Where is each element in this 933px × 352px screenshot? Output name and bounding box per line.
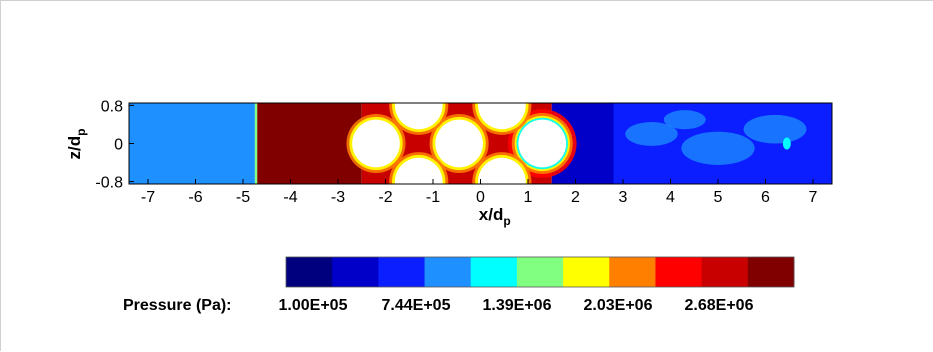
particle-1 [435, 119, 483, 168]
wake-patch-1 [681, 131, 755, 165]
x-tick-label: 5 [714, 189, 723, 206]
colorbar-swatch-3 [424, 257, 472, 287]
colorbar-tick-label: 7.44E+05 [382, 297, 451, 314]
x-tick-label: 3 [619, 189, 628, 206]
particle-0 [352, 119, 400, 168]
colorbar-tick-label: 1.00E+05 [279, 297, 348, 314]
particle-6 [478, 157, 526, 184]
particle-5 [394, 157, 443, 184]
colorbar-label: Pressure (Pa): [123, 297, 232, 314]
particle-3 [394, 103, 443, 130]
x-axis-label-subscript: p [503, 214, 510, 228]
colorbar-swatch-9 [701, 257, 749, 287]
y-tick-label: 0 [114, 137, 123, 154]
x-tick-label: -3 [331, 189, 345, 206]
pressure-region-1 [254, 103, 258, 184]
colorbar-swatch-4 [470, 257, 518, 287]
colorbar-swatch-1 [332, 257, 379, 287]
x-tick-label: 0 [476, 189, 485, 206]
y-axis-label-subscript: p [74, 129, 88, 136]
pressure-region-2 [257, 103, 362, 184]
particle-4 [478, 103, 526, 130]
wake-patch-2 [743, 114, 807, 144]
colorbar-tick-label: 2.03E+06 [584, 297, 653, 314]
y-tick-label: -0.8 [95, 175, 123, 192]
x-tick-label: -1 [426, 189, 440, 206]
y-axis-label: z/dp [65, 129, 88, 160]
colorbar-swatch-8 [655, 257, 703, 287]
colorbar-border [285, 256, 795, 288]
x-tick-label: 7 [809, 189, 818, 206]
x-tick-label: 6 [761, 189, 770, 206]
colorbar-swatch-2 [378, 257, 426, 287]
x-tick-label: -2 [378, 189, 392, 206]
colorbar-swatch-10 [747, 257, 795, 287]
pressure-region-0 [129, 103, 255, 184]
colorbar-tick-label: 1.39E+06 [483, 297, 552, 314]
wake-patch-3 [663, 110, 706, 130]
colorbar-swatch-0 [286, 257, 333, 287]
colorbar-tick-label: 2.68E+06 [685, 297, 754, 314]
y-tick-label: 0.8 [101, 98, 123, 115]
particle-2 [518, 119, 567, 168]
x-tick-label: -7 [141, 189, 155, 206]
x-axis-label: x/dp [479, 205, 511, 228]
x-tick-label: -6 [188, 189, 202, 206]
colorbar-swatch-6 [563, 257, 610, 287]
colorbar-swatch-5 [516, 257, 564, 287]
x-tick-label: 2 [571, 189, 580, 206]
x-tick-label: 1 [524, 189, 533, 206]
colorbar-swatch-7 [609, 257, 656, 287]
wake-hotspot [782, 137, 791, 150]
x-tick-label: -4 [283, 189, 297, 206]
x-tick-label: -5 [236, 189, 250, 206]
wake-patch-0 [625, 122, 678, 146]
x-tick-label: 4 [666, 189, 675, 206]
